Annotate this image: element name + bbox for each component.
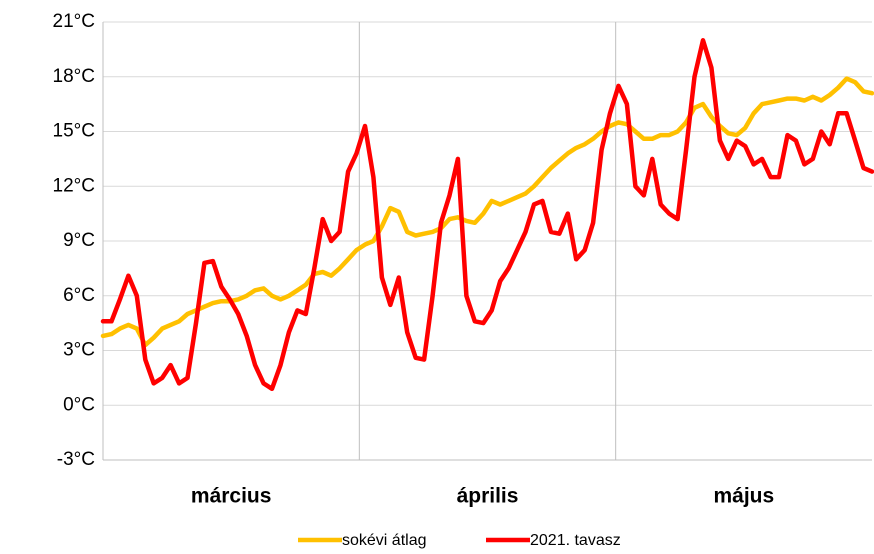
legend-label: 2021. tavasz <box>530 532 621 549</box>
series-line <box>100 38 874 392</box>
y-tick-label: -3°C <box>57 449 95 470</box>
y-tick-label: 9°C <box>63 230 95 251</box>
y-tick-label: 6°C <box>63 285 95 306</box>
y-tick-label: 3°C <box>63 340 95 361</box>
y-tick-label: 12°C <box>53 175 95 196</box>
y-tick-label: 21°C <box>53 11 95 32</box>
x-tick-label: május <box>713 485 774 508</box>
x-tick-label: március <box>191 485 272 508</box>
y-tick-label: 15°C <box>53 121 95 142</box>
series-line <box>100 76 874 348</box>
legend-label: sokévi átlag <box>342 532 427 549</box>
y-tick-label: 18°C <box>53 66 95 87</box>
y-tick-label: 0°C <box>63 394 95 415</box>
x-tick-label: április <box>457 485 519 508</box>
